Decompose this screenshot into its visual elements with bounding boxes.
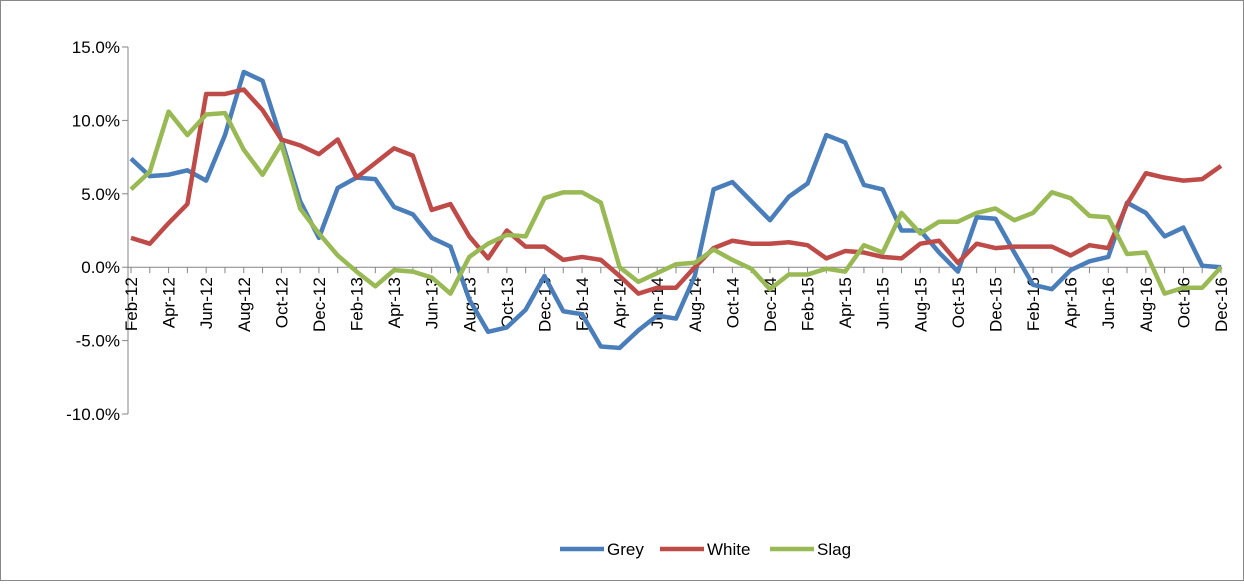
x-tick-label: Dec-16 [1212,277,1231,332]
y-tick-label: 10.0% [72,111,120,130]
x-tick-label: Jun-12 [197,277,216,329]
x-tick-label: Dec-14 [761,277,780,332]
y-tick-label: 5.0% [81,185,120,204]
x-tick-label: Oct-12 [272,277,291,328]
y-tick-label: -5.0% [76,332,120,351]
x-tick-label: Apr-14 [611,277,630,328]
x-tick-label: Oct-13 [498,277,517,328]
x-tick-label: Dec-12 [310,277,329,332]
y-tick-label: -10.0% [66,405,120,424]
x-tick-label: Apr-15 [836,277,855,328]
x-tick-label: Feb-12 [122,277,141,331]
x-tick-label: Aug-16 [1137,277,1156,332]
x-tick-label: Dec-13 [535,277,554,332]
x-tick-label: Jun-16 [1099,277,1118,329]
x-tick-label: Aug-12 [235,277,254,332]
x-tick-label: Apr-12 [160,277,179,328]
legend-label: White [707,540,750,559]
legend-label: Slag [817,540,851,559]
x-tick-label: Aug-15 [911,277,930,332]
x-tick-label: Feb-15 [799,277,818,331]
y-tick-label: 15.0% [72,38,120,57]
x-tick-label: Oct-16 [1174,277,1193,328]
x-tick-label: Oct-15 [949,277,968,328]
series-line [129,109,1223,296]
x-tick-label: Apr-16 [1062,277,1081,328]
x-tick-label: Dec-15 [986,277,1005,332]
x-tick-label: Apr-13 [385,277,404,328]
legend-label: Grey [607,540,644,559]
x-tick-label: Jun-15 [874,277,893,329]
x-tick-label: Feb-16 [1024,277,1043,331]
x-tick-label: Jun-13 [423,277,442,329]
x-tick-label: Oct-14 [723,277,742,328]
x-tick-label: Feb-14 [573,277,592,331]
x-tick-label: Feb-13 [348,277,367,331]
series-line [130,87,1223,296]
y-tick-label: 0.0% [81,258,120,277]
